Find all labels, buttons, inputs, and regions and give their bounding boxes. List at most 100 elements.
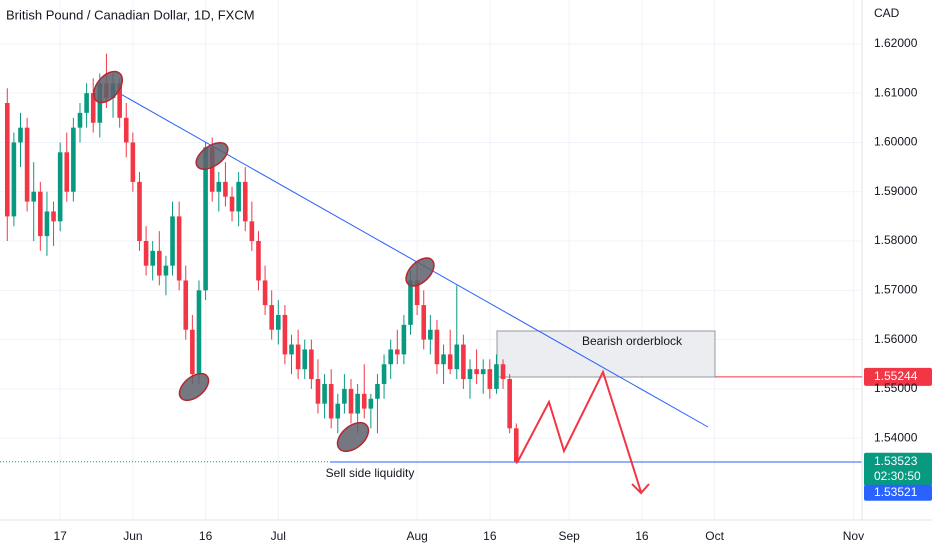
candle-body (57, 152, 63, 222)
projection-arrow (631, 483, 650, 495)
candle-body (513, 428, 519, 462)
candle-body (84, 93, 89, 113)
y-tick-label: 1.57000 (874, 282, 918, 296)
candle-body (434, 329, 440, 365)
candle-body (507, 379, 512, 429)
candle-body (368, 398, 374, 409)
candle-body (302, 349, 308, 370)
bid-price-label: 1.53521 (874, 485, 918, 499)
bid-price-box (864, 484, 932, 501)
y-tick-label: 1.56000 (874, 332, 918, 346)
candle-body (269, 305, 274, 330)
candle-body (38, 191, 43, 237)
candle-body (309, 349, 314, 380)
candle-body (289, 344, 294, 355)
x-tick-label: Aug (406, 529, 427, 543)
projection-path (516, 369, 642, 493)
y-tick-label: 1.59000 (874, 184, 918, 198)
candle-body (487, 369, 493, 389)
candle-body (414, 280, 420, 306)
highlight (92, 70, 124, 104)
grid (0, 0, 862, 520)
candle-body (51, 211, 56, 222)
candle-body (44, 211, 50, 237)
candle-body (11, 142, 17, 217)
x-tick-label: 16 (483, 529, 497, 543)
candle-body (229, 196, 235, 212)
candle-body (157, 250, 162, 276)
candle-body (282, 314, 288, 355)
liquidity-label: Sell side liquidity (326, 466, 415, 480)
y-tick-label: 1.61000 (874, 85, 918, 99)
candles (4, 53, 519, 464)
last-price-box (864, 452, 932, 486)
candle-body (480, 369, 486, 375)
chart-title: British Pound / Canadian Dollar, 1D, FXC… (6, 7, 255, 22)
candle-body (408, 280, 413, 325)
candle-body (242, 181, 248, 222)
candle-body (183, 280, 189, 330)
candle-body (4, 103, 10, 217)
x-tick-label: 16 (635, 529, 649, 543)
x-tick-label: Oct (705, 529, 724, 543)
candle-body (223, 181, 228, 197)
last-price-label: 1.53523 (874, 454, 918, 468)
candle-body (18, 127, 23, 143)
highlight (336, 421, 370, 453)
candle-body (361, 393, 367, 409)
candle-body (454, 344, 460, 370)
candle-body (203, 147, 208, 291)
candle-body (342, 388, 347, 404)
candle-body (117, 83, 122, 118)
candle-body (196, 290, 202, 375)
orderblock-price-box (864, 367, 932, 386)
candle-body (441, 354, 446, 365)
currency-label: CAD (874, 6, 900, 20)
candle-body (176, 216, 182, 281)
candle-body (461, 344, 466, 380)
candle-body (474, 369, 479, 375)
candle-body (328, 383, 334, 419)
candle-body (123, 117, 129, 143)
candle-body (467, 369, 473, 380)
trend-line (109, 87, 709, 428)
candle-body (150, 250, 156, 266)
highlight (178, 372, 210, 402)
candle-body (394, 349, 400, 355)
candle-body (236, 181, 241, 212)
countdown-label: 02:30:50 (874, 469, 921, 483)
candle-body (381, 364, 387, 384)
candle-body (137, 181, 142, 242)
candle-body (163, 265, 169, 276)
candle-body (77, 112, 83, 128)
highlight (195, 142, 229, 170)
candle-body (421, 305, 427, 340)
candle-body (388, 349, 393, 365)
candle-body (500, 364, 506, 380)
y-tick-label: 1.55000 (874, 381, 918, 395)
x-tick-label: Jul (271, 529, 286, 543)
y-tick-label: 1.58000 (874, 233, 918, 247)
candle-body (375, 383, 380, 399)
orderblock-price-label: 1.55244 (874, 369, 918, 383)
candle-body (447, 354, 453, 370)
candle-body (130, 142, 136, 182)
candle-body (31, 191, 37, 202)
candle-body (216, 181, 222, 192)
x-tick-label: Nov (843, 529, 864, 543)
candle-body (275, 314, 281, 330)
candle-body (322, 383, 327, 404)
candle-body (335, 403, 341, 419)
candle-body (170, 216, 175, 266)
x-tick-label: 16 (199, 529, 213, 543)
candle-body (249, 221, 255, 242)
candle-body (90, 93, 96, 123)
candle-body (262, 280, 268, 306)
candle-body (295, 344, 301, 370)
highlights (92, 70, 435, 453)
candle-body (256, 241, 261, 281)
candle-body (355, 393, 360, 414)
candle-body (143, 241, 149, 266)
candle-body (494, 364, 499, 389)
